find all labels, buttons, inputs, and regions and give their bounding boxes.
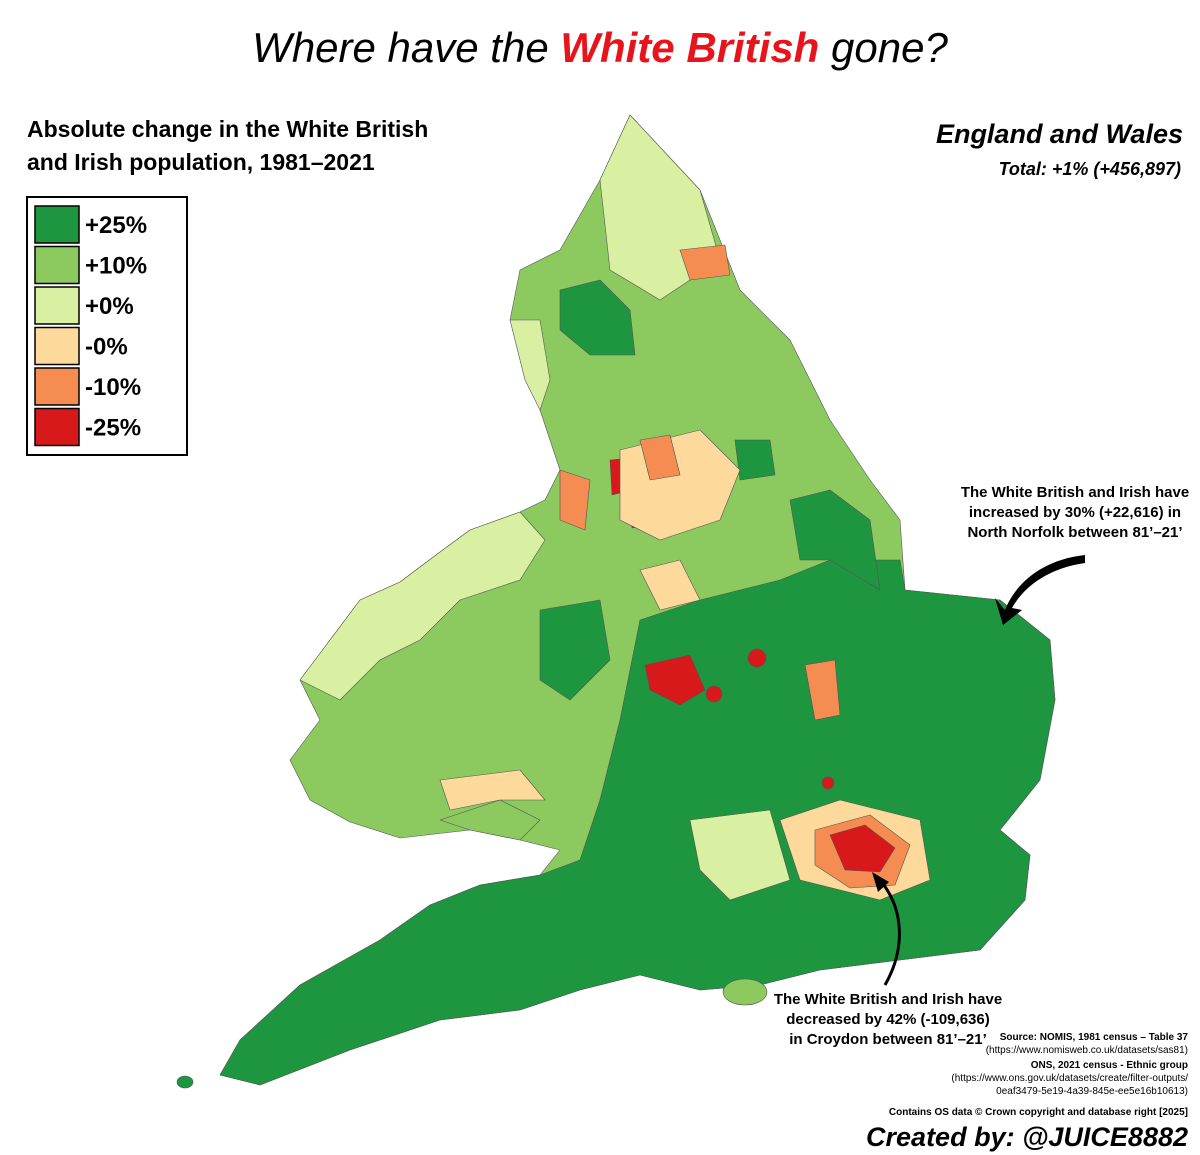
annotation: in Croydon between 81’–21’ <box>789 1031 987 1048</box>
arrow-head <box>872 872 889 892</box>
legend-label: -10% <box>85 374 141 401</box>
legend-label: +10% <box>85 253 147 280</box>
district <box>509 319 551 411</box>
copyright: Contains OS data © Crown copyright and d… <box>889 1107 1188 1118</box>
district <box>559 469 591 531</box>
legend-swatch <box>34 407 80 447</box>
subtitle: and Irish population, 1981–2021 <box>27 149 375 175</box>
district <box>821 776 835 790</box>
subtitle: Absolute change in the White British <box>27 116 428 142</box>
district <box>789 489 881 591</box>
district <box>747 648 767 668</box>
district <box>829 824 896 873</box>
district <box>804 659 841 721</box>
district <box>299 511 546 701</box>
map <box>176 114 1056 1089</box>
annotation: North Norfolk between 81’–21’ <box>967 524 1182 541</box>
annotation: The White British and Irish have <box>774 991 1002 1008</box>
credit: Created by: @JUICE8882 <box>866 1122 1188 1152</box>
district <box>439 769 546 811</box>
arrow <box>995 555 1085 625</box>
title: Where have the White British gone? <box>252 24 948 71</box>
title-highlight: White British <box>560 24 819 71</box>
district <box>559 279 636 356</box>
source: Source: NOMIS, 1981 census – Table 37 <box>1000 1032 1189 1043</box>
district <box>705 685 723 703</box>
legend-swatch <box>34 367 80 406</box>
district <box>439 799 541 841</box>
arrow <box>878 879 901 986</box>
island <box>722 978 768 1006</box>
legend-label: +0% <box>85 293 134 320</box>
legend-label: -25% <box>85 415 141 442</box>
legend-label: +25% <box>85 212 147 239</box>
district <box>639 434 681 481</box>
district <box>689 809 791 901</box>
region-total: Total: +1% (+456,897) <box>999 159 1181 179</box>
legend-swatch <box>34 245 80 285</box>
source: 0eaf3479-5e19-4a39-845e-ee5e16b10613) <box>996 1086 1188 1097</box>
legend-swatch <box>34 205 80 244</box>
annotation: The White British and Irish have <box>961 484 1189 501</box>
title-part: gone? <box>819 24 948 71</box>
legend-swatch <box>34 326 80 366</box>
source: (https://www.nomisweb.co.uk/datasets/sas… <box>986 1045 1188 1056</box>
annotation: decreased by 42% (-109,636) <box>786 1011 989 1028</box>
region-name: England and Wales <box>936 119 1183 149</box>
legend-label: -0% <box>85 334 128 361</box>
legend: +25% +10% +0% -0% -10% -25% <box>34 205 147 447</box>
island <box>176 1075 194 1089</box>
district <box>639 559 701 611</box>
district <box>734 439 776 481</box>
title-part: Where have the <box>252 24 560 71</box>
district <box>219 559 1056 1086</box>
source: ONS, 2021 census - Ethnic group <box>1031 1060 1188 1071</box>
district <box>644 654 706 706</box>
source: (https://www.ons.gov.uk/datasets/create/… <box>951 1073 1188 1084</box>
annotation: increased by 30% (+22,616) in <box>969 504 1181 521</box>
district <box>539 599 611 701</box>
district <box>679 244 731 281</box>
legend-swatch <box>34 286 80 325</box>
